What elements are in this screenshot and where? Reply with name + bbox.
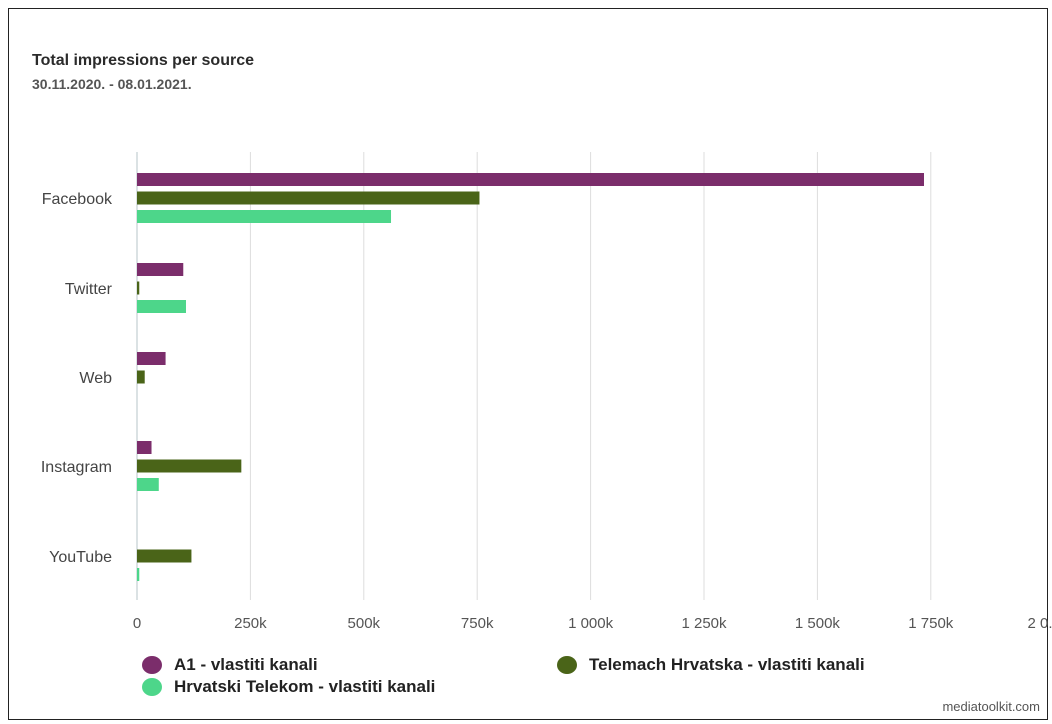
- bar: [137, 263, 184, 276]
- bar: [137, 370, 145, 384]
- bar: [137, 459, 242, 473]
- bar: [137, 281, 140, 295]
- y-category-label: Instagram: [41, 459, 112, 476]
- chart-frame: [8, 8, 1048, 720]
- legend-item-hrvatski-telekom[interactable]: Hrvatski Telekom - vlastiti kanali: [142, 677, 435, 697]
- bar: [137, 191, 480, 205]
- legend-swatch-telemach: [557, 656, 577, 674]
- legend-label-hrvatski-telekom: Hrvatski Telekom - vlastiti kanali: [174, 677, 436, 696]
- bar: [137, 173, 924, 186]
- x-tick-label: 250k: [234, 615, 267, 632]
- x-tick-label: 1 250k: [681, 615, 727, 632]
- y-category-label: Twitter: [65, 281, 113, 298]
- x-tick-label: 750k: [461, 615, 494, 632]
- legend-swatch-a1: [142, 656, 162, 674]
- bar: [137, 549, 192, 563]
- x-tick-label: 1 500k: [795, 615, 841, 632]
- x-tick-label: 1 750k: [908, 615, 954, 632]
- bar: [137, 352, 166, 365]
- bar: [137, 478, 159, 491]
- chart-title: Total impressions per source: [32, 52, 254, 69]
- x-tick-label: 500k: [348, 615, 381, 632]
- bar: [137, 210, 392, 223]
- bar: [137, 568, 140, 581]
- y-category-label: YouTube: [49, 549, 112, 566]
- x-tick-label: 1 000k: [568, 615, 614, 632]
- bar: [137, 441, 152, 454]
- y-category-label: Web: [79, 370, 112, 387]
- legend-swatch-hrvatski-telekom: [142, 678, 162, 696]
- credit-text: mediatoolkit.com: [942, 699, 1040, 714]
- chart-subtitle: 30.11.2020. - 08.01.2021.: [32, 76, 192, 92]
- x-tick-label: 0: [133, 615, 141, 632]
- legend-item-telemach[interactable]: Telemach Hrvatska - vlastiti kanali: [557, 655, 865, 675]
- x-tick-label: 2 0...: [1028, 615, 1052, 632]
- legend-label-a1: A1 - vlastiti kanali: [174, 655, 318, 674]
- bar: [137, 300, 186, 313]
- legend-item-a1[interactable]: A1 - vlastiti kanali: [142, 655, 318, 675]
- legend-label-telemach: Telemach Hrvatska - vlastiti kanali: [589, 655, 865, 674]
- y-category-label: Facebook: [42, 191, 113, 208]
